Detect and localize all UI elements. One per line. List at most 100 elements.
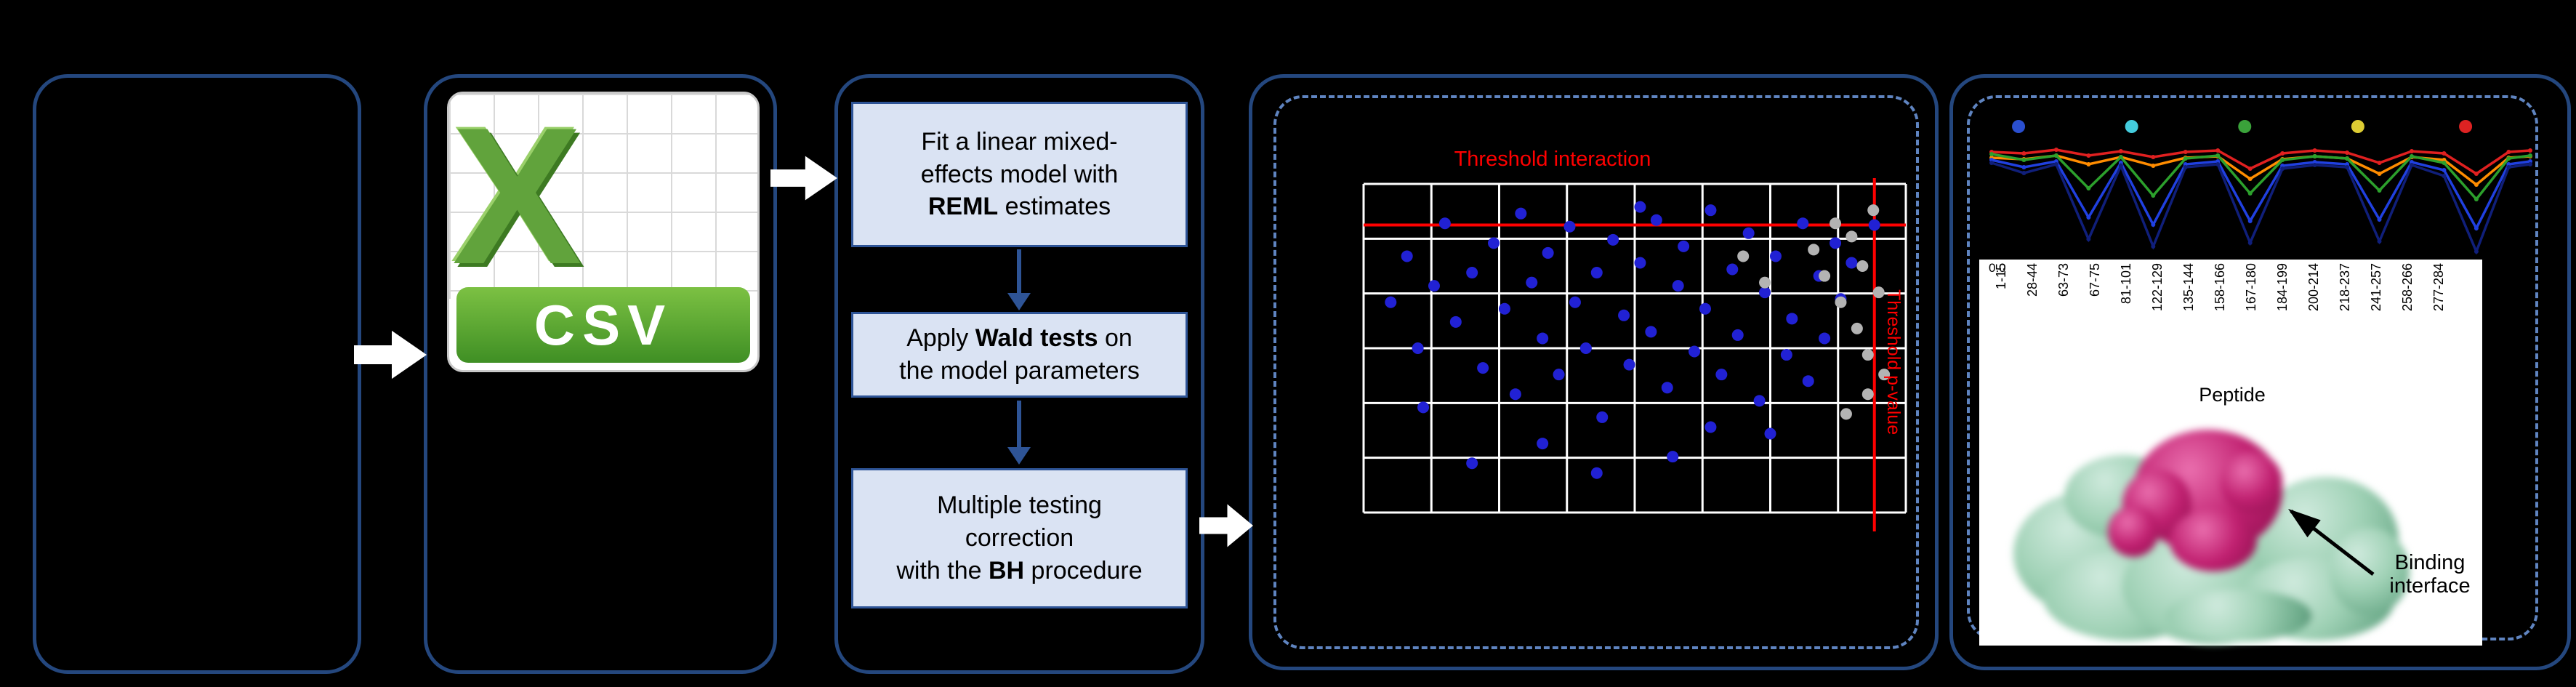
protein-lobe [2166, 590, 2311, 642]
scatter-point [1509, 388, 1521, 401]
scatter-point [1569, 296, 1581, 308]
csv-banner: CSV [456, 287, 750, 363]
panel-scatter-result [1249, 74, 1939, 670]
line-marker [2183, 165, 2188, 169]
line-marker [2215, 148, 2221, 153]
x-tick-label: 218-237 [2338, 263, 2352, 312]
line-marker [2312, 163, 2317, 167]
x-tick-label: 1-15 [1994, 263, 2008, 290]
panel-structure-result [1949, 74, 2571, 670]
line-marker [2442, 174, 2447, 178]
line-marker [2528, 153, 2532, 158]
scatter-point [1851, 322, 1863, 334]
scatter-point [1802, 375, 1814, 387]
line-marker [2280, 166, 2285, 171]
line-marker [2377, 161, 2382, 165]
scatter-point [1764, 427, 1776, 440]
line-marker [2215, 153, 2221, 158]
step-box-wald: Apply Wald tests on the model parameters [851, 312, 1188, 398]
x-tick-label: 200-214 [2306, 263, 2321, 312]
binding-region [2108, 506, 2159, 557]
scatter-point [1726, 263, 1739, 276]
scatter-point [1498, 302, 1510, 315]
uptake-line [1991, 158, 2531, 231]
line-marker [2409, 163, 2414, 167]
x-tick-label: 241-257 [2369, 263, 2383, 312]
line-marker [2151, 193, 2156, 198]
line-marker [2528, 162, 2532, 166]
scatter-point [1797, 217, 1809, 230]
scatter-point [1846, 257, 1858, 269]
scatter-point [1428, 280, 1440, 292]
scatter-point [1553, 369, 1565, 381]
line-marker [2409, 149, 2414, 153]
scatter-point [1737, 250, 1750, 262]
uptake-line [1991, 148, 2531, 176]
step-box-wald-text: Apply Wald tests on the model parameters [899, 324, 1140, 385]
scatter-point [1861, 349, 1874, 361]
line-marker [2474, 172, 2479, 176]
scatter-point [1830, 237, 1842, 249]
scatter-point [1645, 326, 1657, 338]
scatter-point [1650, 214, 1662, 226]
line-marker [2247, 241, 2253, 245]
step-box-reml-text: Fit a linear mixed-effects model with REM… [920, 127, 1119, 221]
down-arrow-icon [1007, 293, 1031, 310]
line-marker [2506, 165, 2511, 169]
line-marker [2442, 168, 2447, 172]
line-marker [2312, 154, 2317, 158]
uptake-line [1991, 161, 2531, 255]
line-marker [2215, 162, 2221, 166]
line-marker [2247, 166, 2253, 171]
scatter-point [1634, 257, 1646, 269]
scatter-point [1607, 233, 1619, 246]
scatter-point [1808, 244, 1820, 256]
scatter-point [1704, 421, 1717, 433]
line-marker [2528, 148, 2532, 153]
line-marker [2345, 165, 2350, 169]
scatter-point [1618, 309, 1630, 321]
state-legend-dot [2351, 120, 2364, 133]
scatter-point [1840, 408, 1852, 420]
line-marker [2086, 186, 2091, 190]
protein-structure [2013, 419, 2413, 644]
scatter-point [1759, 286, 1771, 299]
scatter-point [1672, 280, 1684, 292]
line-marker [2021, 158, 2026, 162]
scatter-point [1704, 204, 1717, 217]
scatter-point [1819, 332, 1831, 345]
scatter-point [1542, 246, 1554, 259]
line-marker [2183, 150, 2188, 154]
scatter-point [1526, 276, 1538, 289]
scatter-point [1515, 207, 1527, 220]
scatter-point [1780, 349, 1792, 361]
scatter-point [1835, 296, 1847, 308]
down-arrow-icon [1007, 447, 1031, 465]
scatter-point [1449, 316, 1462, 328]
down-arrow-icon [1017, 249, 1021, 294]
spreadsheet-grid [449, 94, 757, 299]
line-marker [2247, 219, 2253, 223]
binding-region [2170, 510, 2257, 571]
line-marker [2312, 148, 2317, 153]
scatter-point [1715, 369, 1728, 381]
step-box-bh-text: Multiple testing correction with the BH pr… [896, 491, 1143, 584]
scatter-point [1438, 217, 1451, 230]
state-legend-dot [2238, 120, 2252, 133]
panel-csv-file [424, 74, 777, 674]
csv-page: X CSV [447, 92, 760, 372]
line-marker [2183, 156, 2188, 161]
line-marker [2151, 222, 2156, 227]
scatter-point [1488, 237, 1500, 249]
scatter-point [1867, 204, 1880, 217]
x-tick-label: 167-180 [2244, 263, 2258, 312]
csv-file-icon: X CSV [447, 92, 760, 372]
line-marker [2345, 150, 2350, 155]
excel-x-letter: X [452, 92, 582, 305]
state-legend-dot [2459, 120, 2473, 133]
x-tick-label: 28-44 [2025, 263, 2040, 297]
x-tick-label: 63-73 [2056, 263, 2071, 297]
step-box-reml: Fit a linear mixed-effects model with REM… [851, 102, 1188, 247]
line-marker [2280, 151, 2285, 156]
line-marker [2474, 197, 2479, 201]
